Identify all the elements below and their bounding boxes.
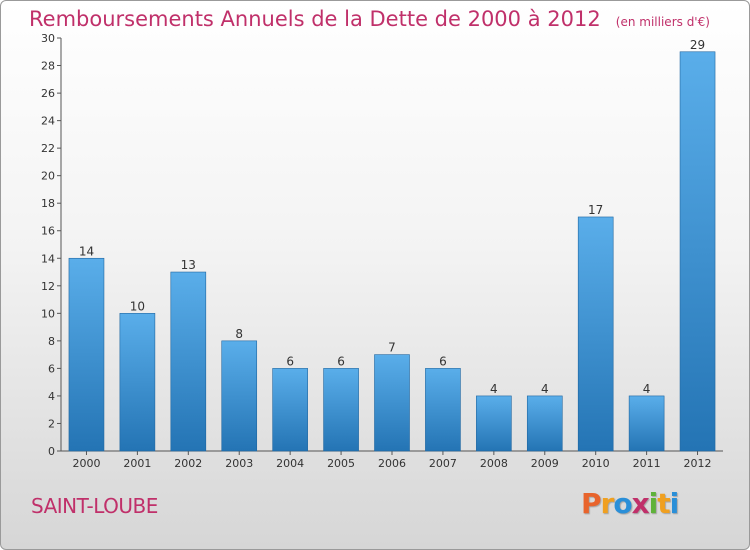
brand-letter: x — [631, 487, 650, 520]
brand-letter: t — [657, 487, 670, 520]
y-tick-label: 2 — [48, 417, 55, 430]
y-tick-label: 16 — [41, 225, 55, 238]
brand-logo: Proxiti — [581, 487, 680, 520]
data-label-2010: 17 — [588, 203, 603, 217]
x-tick-label: 2008 — [480, 457, 508, 470]
x-tick-label: 2002 — [174, 457, 202, 470]
brand-letter: r — [600, 487, 615, 520]
bar-2003 — [221, 340, 258, 452]
brand-letter: i — [669, 487, 680, 520]
data-label-2002: 13 — [181, 258, 196, 272]
y-tick-label: 8 — [48, 335, 55, 348]
bar-2002 — [170, 271, 207, 452]
data-label-2009: 4 — [541, 382, 549, 396]
brand-letter: i — [648, 487, 659, 520]
brand-letter: P — [581, 487, 602, 520]
y-tick-label: 6 — [48, 362, 55, 375]
data-label-2001: 10 — [130, 299, 145, 313]
bars — [68, 51, 716, 452]
bar-2006 — [374, 354, 410, 452]
y-tick-label: 26 — [41, 87, 55, 100]
y-tick-label: 30 — [41, 32, 55, 45]
bar-2012 — [679, 51, 716, 452]
y-tick-label: 28 — [41, 60, 55, 73]
place-name: SAINT-LOUBE — [31, 494, 158, 518]
y-tick-label: 12 — [41, 280, 55, 293]
bar-2000 — [68, 257, 105, 452]
data-label-2007: 6 — [439, 354, 447, 368]
x-tick-label: 2004 — [276, 457, 304, 470]
x-tick-label: 2005 — [327, 457, 355, 470]
chart-title: Remboursements Annuels de la Dette de 20… — [29, 7, 601, 31]
title-row: Remboursements Annuels de la Dette de 20… — [29, 7, 710, 31]
x-tick-label: 2003 — [225, 457, 253, 470]
y-tick-label: 18 — [41, 197, 55, 210]
bar-2011 — [628, 395, 665, 452]
y-tick-label: 4 — [48, 390, 55, 403]
bar-2007 — [425, 368, 461, 452]
y-tick-label: 22 — [41, 142, 55, 155]
bar-2004 — [272, 368, 308, 452]
data-label-2000: 14 — [79, 244, 94, 258]
x-tick-label: 2000 — [72, 457, 100, 470]
data-label-2004: 6 — [286, 354, 294, 368]
chart-unit: (en milliers d'€) — [615, 15, 710, 29]
data-label-2012: 29 — [690, 38, 705, 52]
x-tick-label: 2007 — [429, 457, 457, 470]
bar-2008 — [476, 395, 512, 452]
bar-2009 — [526, 395, 563, 452]
y-tick-label: 14 — [41, 252, 55, 265]
data-label-2011: 4 — [643, 382, 651, 396]
x-tick-label: 2006 — [378, 457, 406, 470]
x-tick-label: 2012 — [684, 457, 712, 470]
y-tick-label: 10 — [41, 307, 55, 320]
bar-2010 — [577, 216, 614, 452]
x-tick-label: 2001 — [123, 457, 151, 470]
y-tick-label: 20 — [41, 170, 55, 183]
x-tick-label: 2011 — [633, 457, 661, 470]
data-label-2006: 7 — [388, 341, 396, 355]
x-tick-label: 2010 — [582, 457, 610, 470]
bar-2005 — [323, 368, 359, 452]
data-label-2008: 4 — [490, 382, 498, 396]
x-tick-label: 2009 — [531, 457, 559, 470]
labels: 0246810121416182022242628302000142001102… — [41, 32, 712, 470]
y-tick-label: 0 — [48, 445, 55, 458]
data-label-2005: 6 — [337, 354, 345, 368]
y-tick-label: 24 — [41, 115, 55, 128]
bar-2001 — [119, 313, 156, 452]
data-label-2003: 8 — [235, 327, 243, 341]
brand-letter: o — [613, 487, 632, 520]
